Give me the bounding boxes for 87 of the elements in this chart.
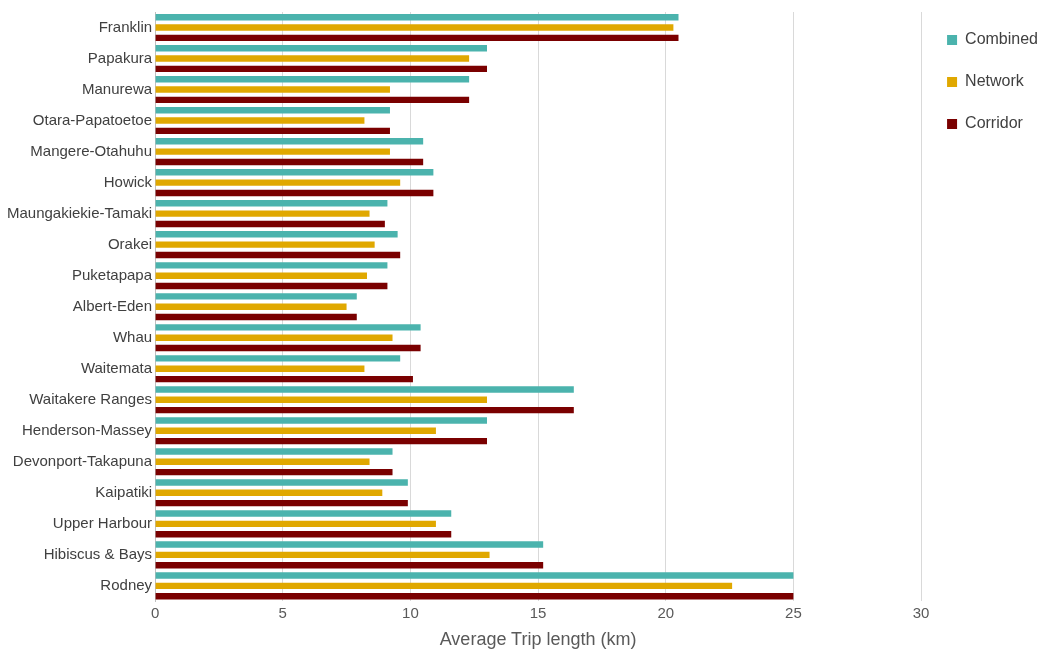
bar	[155, 344, 421, 352]
bar	[155, 324, 421, 331]
y-tick-label: Whau	[112, 327, 153, 345]
bar	[155, 417, 487, 424]
bar	[155, 448, 393, 455]
bar	[155, 520, 436, 528]
y-tick-label: Devonport-Takapuna	[12, 451, 153, 469]
y-tick-label: Kaipatiki	[95, 482, 153, 500]
bar	[155, 572, 794, 579]
bar	[155, 355, 401, 362]
y-tick-label: Maungakiekie-Tamaki	[6, 203, 153, 221]
bar	[155, 375, 413, 383]
bar	[155, 282, 388, 290]
bar	[155, 365, 365, 372]
bar	[155, 582, 733, 590]
bar	[155, 107, 390, 114]
x-tick-label: 25	[785, 603, 802, 621]
y-tick-label: Mangere-Otahuhu	[30, 141, 153, 159]
bar	[155, 386, 574, 393]
bar	[155, 96, 470, 104]
y-tick-label: Henderson-Massey	[22, 420, 153, 438]
bar	[155, 510, 452, 517]
bar	[155, 86, 390, 93]
y-tick-label: Waitemata	[80, 358, 153, 376]
bar	[155, 396, 487, 403]
y-tick-label: Hibiscus & Bays	[43, 545, 153, 563]
y-tick-label: Otara-Papatoetoe	[32, 110, 153, 128]
bar	[155, 293, 357, 300]
bar	[155, 541, 544, 548]
legend-label: Corridor	[965, 114, 1024, 132]
bar	[155, 530, 452, 538]
bar	[155, 499, 408, 507]
bar	[155, 24, 674, 31]
x-tick-label: 30	[912, 603, 930, 621]
bar	[155, 65, 487, 73]
bar	[155, 241, 375, 248]
x-axis-title: Average Trip length (km)	[439, 629, 637, 650]
y-tick-label: Franklin	[98, 17, 153, 35]
bar	[155, 468, 393, 476]
bar	[155, 127, 390, 135]
bar	[155, 562, 544, 569]
bar	[155, 458, 370, 466]
y-tick-label: Puketapapa	[71, 265, 153, 283]
y-tick-label: Howick	[103, 172, 153, 190]
y-tick-label: Orakei	[107, 234, 153, 252]
bar	[155, 551, 490, 559]
y-tick-label: Rodney	[100, 576, 153, 594]
y-tick-label: Papakura	[87, 48, 153, 66]
bar	[155, 427, 436, 434]
y-tick-label: Albert-Eden	[72, 296, 153, 314]
bar	[155, 489, 383, 497]
bar	[155, 313, 357, 321]
bar	[155, 334, 393, 341]
bar	[155, 437, 487, 445]
x-tick-label: 10	[402, 603, 419, 621]
bar	[155, 169, 434, 176]
bar	[155, 272, 367, 279]
bar	[155, 138, 424, 145]
bar	[155, 200, 388, 207]
x-tick-label: 20	[657, 603, 675, 621]
x-tick-label: 5	[278, 603, 287, 621]
bar	[155, 55, 470, 62]
y-tick-label: Manurewa	[82, 79, 153, 97]
bar	[155, 158, 424, 166]
legend-label: Combined	[965, 30, 1039, 48]
bar	[155, 303, 347, 310]
y-tick-label: Waitakere Ranges	[29, 389, 153, 407]
bar	[155, 406, 574, 414]
bar	[155, 148, 390, 155]
bar	[155, 210, 370, 217]
x-tick-label: 15	[529, 603, 547, 621]
bar	[155, 179, 401, 186]
y-tick-label: Upper Harbour	[52, 513, 153, 531]
legend-label: Network	[965, 72, 1025, 90]
bar	[155, 231, 398, 238]
bar	[155, 13, 679, 21]
bar	[155, 117, 365, 124]
bar	[155, 593, 794, 600]
bar	[155, 189, 434, 197]
bar	[155, 251, 401, 259]
bar	[155, 220, 385, 228]
bar	[155, 34, 679, 42]
bar	[155, 479, 408, 486]
bar	[155, 76, 470, 83]
bar	[155, 262, 388, 269]
x-tick-label: 0	[150, 603, 160, 621]
bar	[155, 44, 487, 52]
